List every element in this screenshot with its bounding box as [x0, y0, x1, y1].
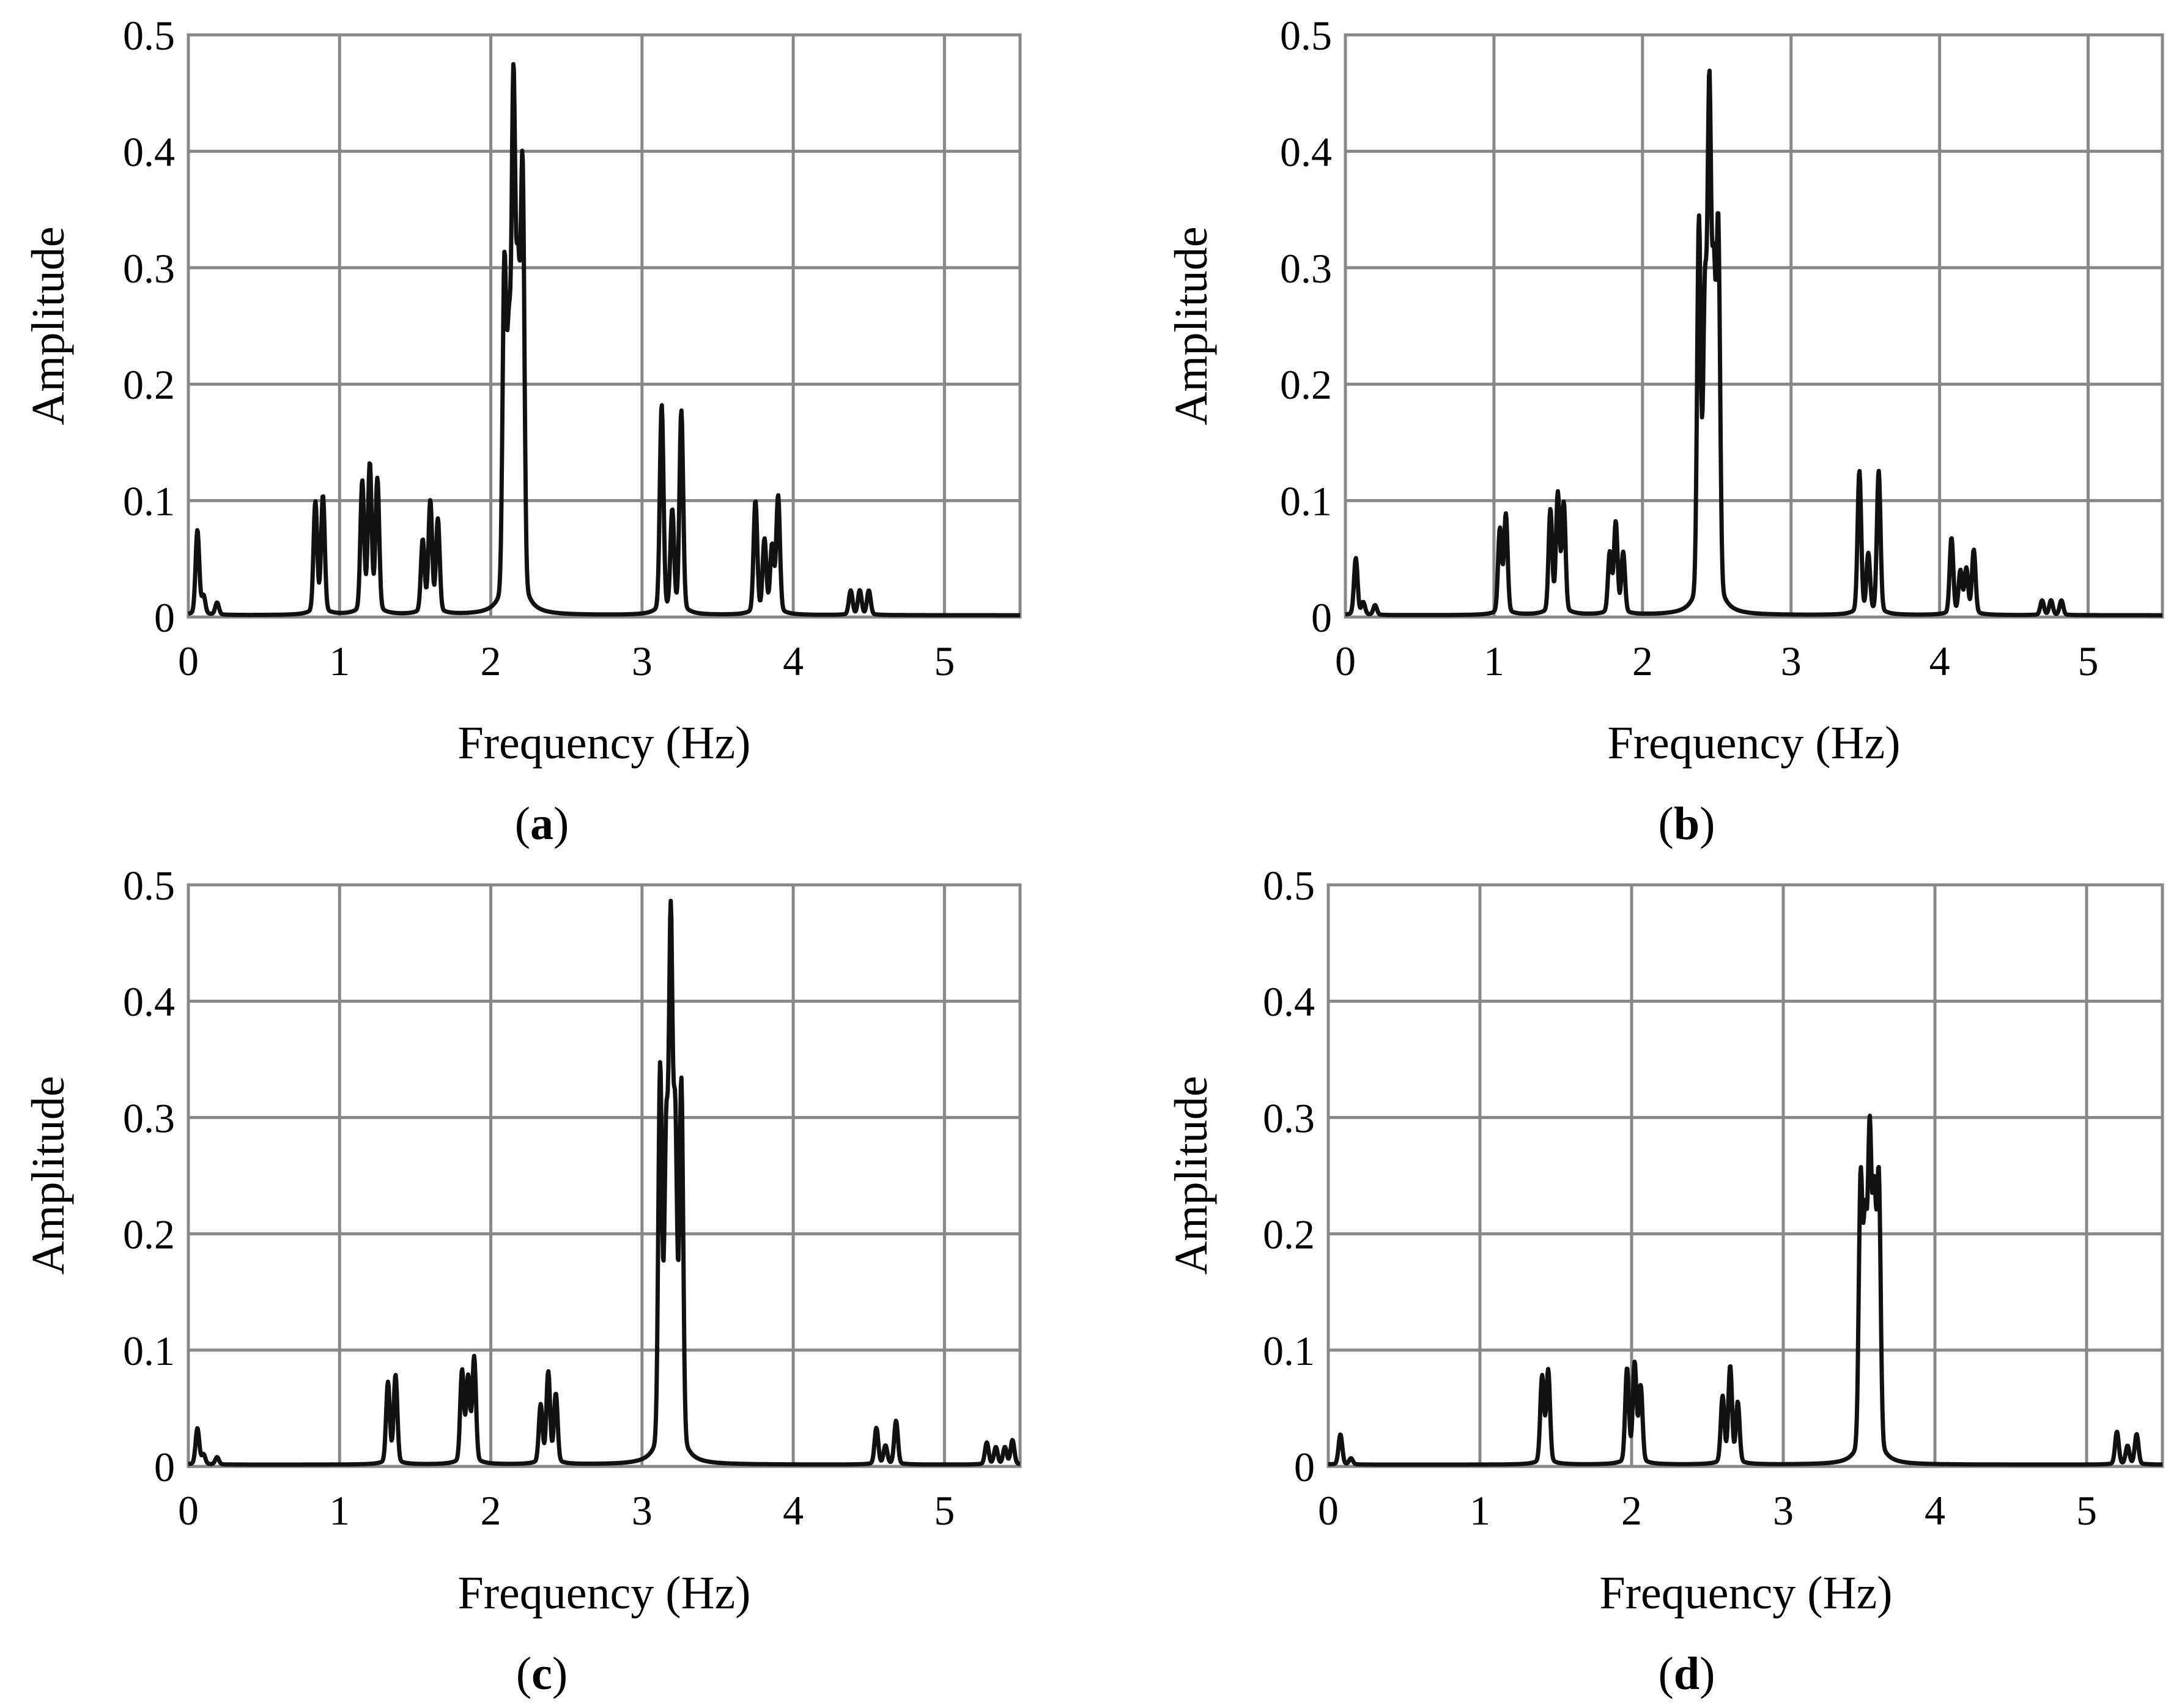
panel-b-spectrum-line [1344, 68, 2164, 618]
panel-b-caption: (b) [1659, 798, 1715, 849]
panel-a-x-axis-title: Frequency (Hz) [457, 717, 750, 769]
panel-a-frame [187, 33, 1022, 619]
panel-d-frame [1326, 883, 2164, 1468]
panel-d-x-tick-label: 4 [1925, 1487, 1945, 1534]
panel-c-x-tick-label: 0 [178, 1487, 199, 1534]
panel-c-y-ticks: 0 0.1 0.2 0.3 0.4 0.5 [123, 862, 175, 1490]
panel-d-grid [1328, 885, 2162, 1466]
panel-a-x-tick-label: 4 [783, 638, 804, 684]
panel-d-x-tick-label: 0 [1318, 1487, 1339, 1534]
panel-c-caption: (c) [516, 1648, 568, 1699]
panel-a-caption: (a) [515, 798, 569, 849]
panel-b-x-ticks: 0 1 2 3 4 5 [1335, 638, 2099, 684]
panel-d-spectrum-line [1326, 1114, 2164, 1467]
panel-c-x-tick-label: 3 [632, 1487, 653, 1534]
panel-b: 0 0.1 0.2 0.3 0.4 0.5 0 1 2 3 4 5 Frequency (Hz) A… [1166, 12, 2164, 849]
panel-a-x-tick-label: 5 [934, 638, 955, 684]
panel-c-y-tick-label: 0.1 [123, 1328, 175, 1374]
panel-d-y-tick-label: 0.5 [1263, 862, 1315, 909]
panel-a-x-tick-label: 1 [329, 638, 350, 684]
panel-d-x-tick-label: 1 [1470, 1487, 1490, 1534]
panel-c-y-axis-title: Amplitude [23, 1076, 74, 1274]
panel-b-x-tick-label: 5 [2078, 638, 2099, 684]
panel-a-x-tick-label: 3 [632, 638, 653, 684]
panel-a-y-tick-label: 0.4 [123, 128, 175, 175]
panel-c-x-tick-label: 2 [481, 1487, 501, 1534]
panel-c-frame [187, 883, 1022, 1468]
panel-b-y-tick-label: 0.5 [1280, 12, 1332, 59]
panel-d-y-axis-title: Amplitude [1166, 1076, 1217, 1274]
panel-c-y-tick-label: 0.2 [123, 1211, 175, 1258]
panel-b-y-tick-label: 0 [1311, 594, 1332, 641]
panel-c-x-tick-label: 5 [934, 1487, 955, 1534]
panel-b-x-tick-label: 0 [1335, 638, 1356, 684]
panel-d-x-tick-label: 5 [2076, 1487, 2097, 1534]
panel-b-y-tick-label: 0.4 [1280, 128, 1332, 175]
panel-b-frame [1344, 33, 2164, 619]
panel-b-x-axis-title: Frequency (Hz) [1607, 717, 1900, 769]
panel-b-x-tick-label: 2 [1632, 638, 1653, 684]
panel-a-y-tick-label: 0.1 [123, 478, 175, 525]
panel-c: 0 0.1 0.2 0.3 0.4 0.5 0 1 2 3 4 5 Frequency (Hz) A… [23, 862, 1022, 1699]
panel-b-y-ticks: 0 0.1 0.2 0.3 0.4 0.5 [1280, 12, 1332, 641]
panel-b-y-tick-label: 0.3 [1280, 245, 1332, 292]
panel-d-x-axis-title: Frequency (Hz) [1599, 1567, 1892, 1619]
panel-a-x-ticks: 0 1 2 3 4 5 [178, 638, 955, 684]
panel-c-x-tick-label: 1 [329, 1487, 350, 1534]
panel-b-x-tick-label: 3 [1781, 638, 1802, 684]
panel-a: 0 0.1 0.2 0.3 0.4 0.5 0 1 2 3 4 5 Frequency (Hz) A… [23, 12, 1022, 849]
panel-a-y-tick-label: 0.5 [123, 12, 175, 59]
panel-a-y-tick-label: 0.2 [123, 361, 175, 408]
panel-d-y-tick-label: 0.2 [1263, 1211, 1315, 1258]
panel-c-grid [188, 885, 1020, 1466]
panel-d-y-tick-label: 0.4 [1263, 978, 1315, 1025]
panel-a-y-tick-label: 0 [154, 594, 175, 641]
panel-c-x-axis-title: Frequency (Hz) [457, 1567, 750, 1619]
panel-b-y-tick-label: 0.2 [1280, 361, 1332, 408]
panel-a-x-tick-label: 0 [178, 638, 199, 684]
panel-c-x-tick-label: 4 [783, 1487, 804, 1534]
panel-a-spectrum-line [187, 62, 1022, 618]
panel-d-caption: (d) [1659, 1648, 1715, 1699]
panel-c-spectrum-line [187, 898, 1022, 1467]
panel-d-x-tick-label: 2 [1621, 1487, 1642, 1534]
panel-d-y-tick-label: 0.1 [1263, 1328, 1315, 1374]
panel-b-x-tick-label: 4 [1929, 638, 1950, 684]
panel-c-y-tick-label: 0.5 [123, 862, 175, 909]
panel-d: 0 0.1 0.2 0.3 0.4 0.5 0 1 2 3 4 5 Frequency (Hz) A… [1166, 862, 2164, 1699]
panel-d-x-ticks: 0 1 2 3 4 5 [1318, 1487, 2097, 1534]
panel-b-grid [1345, 35, 2162, 617]
panel-c-y-tick-label: 0.4 [123, 978, 175, 1025]
panel-a-grid [188, 35, 1020, 617]
panel-b-x-tick-label: 1 [1484, 638, 1504, 684]
panel-c-y-tick-label: 0.3 [123, 1095, 175, 1141]
panel-a-x-tick-label: 2 [481, 638, 501, 684]
panel-d-y-ticks: 0 0.1 0.2 0.3 0.4 0.5 [1263, 862, 1315, 1490]
panel-a-y-ticks: 0 0.1 0.2 0.3 0.4 0.5 [123, 12, 175, 641]
panel-a-y-tick-label: 0.3 [123, 245, 175, 292]
panel-b-y-axis-title: Amplitude [1166, 226, 1217, 425]
panel-c-x-ticks: 0 1 2 3 4 5 [178, 1487, 955, 1534]
panel-a-y-axis-title: Amplitude [23, 226, 74, 425]
panel-d-x-tick-label: 3 [1773, 1487, 1794, 1534]
panel-d-y-tick-label: 0 [1294, 1444, 1315, 1490]
panel-d-y-tick-label: 0.3 [1263, 1095, 1315, 1141]
panel-c-y-tick-label: 0 [154, 1444, 175, 1490]
panel-b-y-tick-label: 0.1 [1280, 478, 1332, 525]
